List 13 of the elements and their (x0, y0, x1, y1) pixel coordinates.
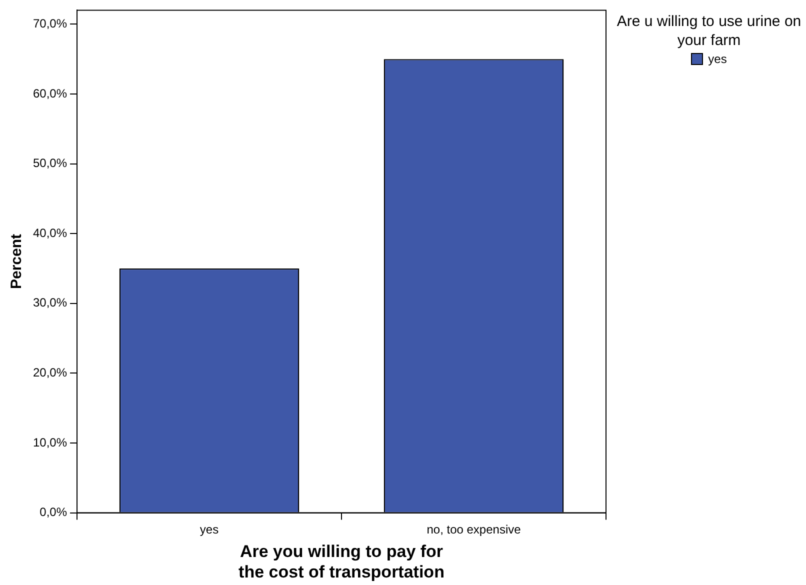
y-tick-label: 50,0% (32, 156, 68, 170)
x-axis-title: Are you willing to pay for the cost of transportation (238, 542, 444, 582)
y-tick-label: 40,0% (32, 226, 68, 240)
y-tick-label: 0,0% (40, 505, 68, 520)
legend-title: Are u willing to use urine on your farm (616, 12, 802, 50)
y-tick-label: 20,0% (32, 366, 68, 380)
legend-label: yes (708, 52, 727, 66)
y-axis-title: Percent (8, 234, 26, 290)
y-tick-label: 60,0% (32, 86, 68, 100)
y-tick-label: 10,0% (32, 435, 68, 450)
y-tick-label: 70,0% (32, 16, 68, 30)
y-tick-label: 30,0% (32, 296, 68, 310)
x-tick-label: no, too expensive (426, 522, 522, 536)
